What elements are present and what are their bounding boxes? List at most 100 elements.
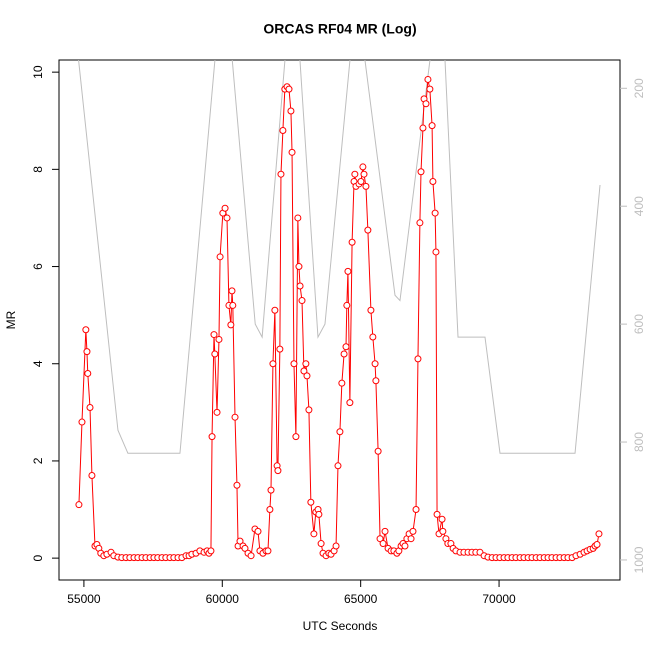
data-point <box>315 510 323 518</box>
plot-area <box>75 60 603 562</box>
data-point <box>295 263 303 271</box>
y-tick-label: 6 <box>31 263 45 270</box>
data-point <box>207 547 215 555</box>
data-point <box>210 331 218 339</box>
data-point <box>233 481 241 489</box>
data-point <box>432 248 440 256</box>
y-tick-label: 4 <box>31 360 45 367</box>
data-point <box>236 537 244 545</box>
data-point <box>266 506 274 514</box>
data-point <box>367 306 375 314</box>
data-point <box>75 501 83 509</box>
data-point <box>285 85 293 93</box>
data-point <box>290 360 298 368</box>
data-point <box>374 447 382 455</box>
data-point <box>426 85 434 93</box>
data-point <box>307 498 315 506</box>
data-point <box>439 527 447 535</box>
y-tick-label: 2 <box>31 457 45 464</box>
data-point <box>438 515 446 523</box>
data-point <box>424 75 432 83</box>
data-point <box>369 333 377 341</box>
y-tick-label: 0 <box>31 554 45 561</box>
data-point <box>359 163 367 171</box>
data-point <box>429 177 437 185</box>
x-axis-label: UTC Seconds <box>303 619 378 633</box>
data-point <box>303 372 311 380</box>
data-point <box>310 530 318 538</box>
data-point <box>247 552 255 560</box>
data-point <box>208 433 216 441</box>
series-line <box>78 60 601 454</box>
data-point <box>379 540 387 548</box>
data-point <box>86 403 94 411</box>
data-point <box>274 467 282 475</box>
data-point <box>300 367 308 375</box>
data-point <box>241 544 249 552</box>
data-point <box>338 379 346 387</box>
data-point <box>279 126 287 134</box>
data-point <box>401 542 409 550</box>
data-point <box>343 301 351 309</box>
y2-tick-label: 600 <box>632 314 646 334</box>
data-point <box>305 406 313 414</box>
data-point <box>381 527 389 535</box>
data-point <box>296 282 304 290</box>
y-tick-label: 8 <box>31 166 45 173</box>
data-point <box>334 462 342 470</box>
data-point <box>412 506 420 514</box>
x-tick-label: 65000 <box>344 592 378 606</box>
y2-tick-label: 200 <box>632 78 646 98</box>
data-point <box>88 472 96 480</box>
data-point <box>216 253 224 261</box>
data-point <box>215 335 223 343</box>
chart-title: ORCAS RF04 MR (Log) <box>263 21 416 37</box>
data-point <box>264 547 272 555</box>
data-point <box>78 418 86 426</box>
data-point <box>276 345 284 353</box>
data-point <box>336 428 344 436</box>
data-point <box>351 170 359 178</box>
data-point <box>360 170 368 178</box>
data-point <box>342 343 350 351</box>
y-tick-label: 10 <box>31 65 45 79</box>
data-point <box>302 360 310 368</box>
data-point <box>288 148 296 156</box>
data-point <box>346 399 354 407</box>
plot-box <box>58 59 621 581</box>
data-point <box>271 306 279 314</box>
data-point <box>431 209 439 217</box>
y2-tick-label: 800 <box>632 432 646 452</box>
data-point <box>409 527 417 535</box>
series-line <box>78 79 600 559</box>
y-axis-label: MR <box>4 310 18 329</box>
data-point <box>344 267 352 275</box>
y2-tick-label: 1000 <box>632 546 646 573</box>
data-point <box>269 360 277 368</box>
data-point <box>294 214 302 222</box>
data-point <box>357 177 365 185</box>
data-point <box>292 433 300 441</box>
data-point <box>223 214 231 222</box>
data-point <box>364 226 372 234</box>
data-point <box>298 297 306 305</box>
data-point <box>229 301 237 309</box>
data-point <box>428 122 436 130</box>
data-point <box>221 204 229 212</box>
data-point <box>595 530 603 538</box>
data-point <box>419 124 427 132</box>
data-point <box>593 541 601 549</box>
data-point <box>82 326 90 334</box>
data-point <box>414 355 422 363</box>
data-point <box>277 170 285 178</box>
data-point <box>433 510 441 518</box>
data-point <box>227 321 235 329</box>
y2-tick-label: 400 <box>632 196 646 216</box>
x-tick-label: 55000 <box>67 592 101 606</box>
data-point <box>348 238 356 246</box>
x-tick-label: 70000 <box>482 592 516 606</box>
data-point <box>317 540 325 548</box>
data-point <box>371 360 379 368</box>
data-point <box>84 369 92 377</box>
